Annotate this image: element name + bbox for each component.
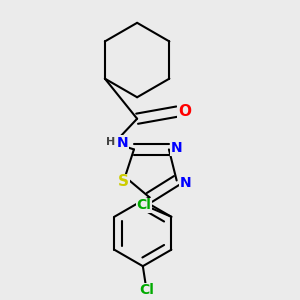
Text: N: N [179, 176, 191, 190]
Text: N: N [170, 141, 182, 155]
Text: S: S [118, 175, 129, 190]
Text: Cl: Cl [137, 198, 152, 212]
Text: O: O [178, 104, 191, 119]
Text: Cl: Cl [140, 284, 154, 298]
Text: N: N [116, 136, 128, 150]
Text: H: H [106, 136, 116, 147]
